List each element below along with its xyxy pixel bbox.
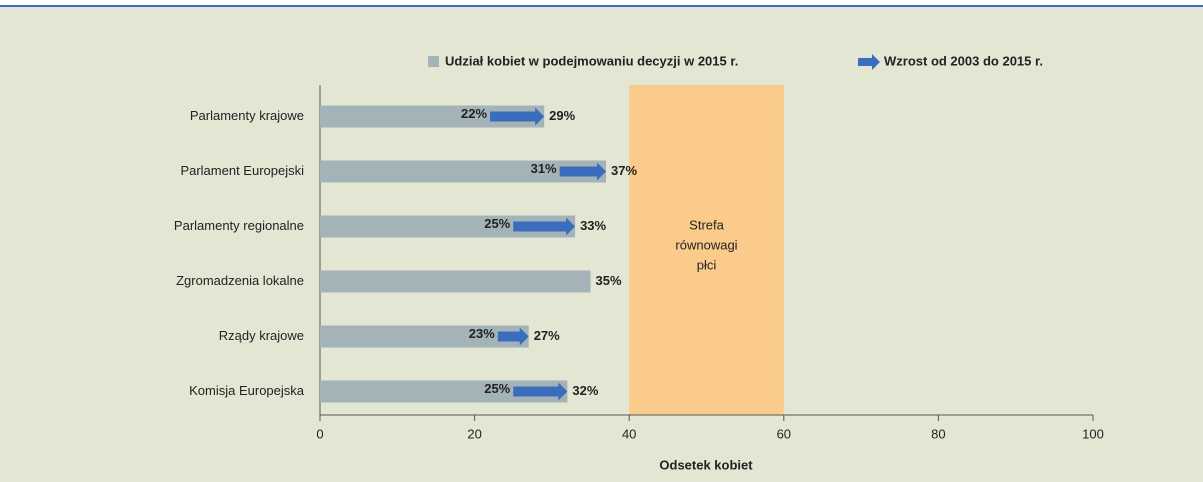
y-tick-label: Rządy krajowe — [219, 328, 304, 343]
increase-arrow — [490, 107, 545, 126]
legend-label: Wzrost od 2003 do 2015 r. — [884, 53, 1043, 68]
x-tick-label: 60 — [777, 426, 791, 441]
value-label: 37% — [611, 163, 637, 178]
top-margin — [0, 0, 1203, 6]
bar — [320, 380, 568, 403]
legend-swatch — [428, 56, 439, 67]
increase-arrow — [497, 327, 529, 346]
y-tick-label: Komisja Europejska — [189, 383, 305, 398]
increase-arrow — [513, 217, 576, 236]
x-tick-label: 0 — [316, 426, 323, 441]
y-tick-label: Zgromadzenia lokalne — [176, 273, 304, 288]
value-label: 35% — [596, 273, 622, 288]
value-label: 29% — [549, 108, 575, 123]
x-axis-label: Odsetek kobiet — [659, 457, 753, 472]
increase-arrow — [559, 162, 607, 181]
x-tick-label: 80 — [931, 426, 945, 441]
x-tick-label: 20 — [467, 426, 481, 441]
zone-label: płci — [697, 257, 717, 272]
value-label: 33% — [580, 218, 606, 233]
y-tick-label: Parlamenty krajowe — [190, 108, 304, 123]
value-label: 23% — [469, 326, 495, 341]
legend-arrow — [858, 54, 880, 70]
increase-arrow — [513, 382, 568, 401]
value-label: 31% — [531, 161, 557, 176]
bar — [320, 270, 591, 293]
value-label: 22% — [461, 106, 487, 121]
x-tick-label: 40 — [622, 426, 636, 441]
bar — [320, 215, 576, 238]
value-label: 25% — [484, 216, 510, 231]
y-tick-label: Parlament Europejski — [180, 163, 304, 178]
value-label: 27% — [534, 328, 560, 343]
balance-zone — [629, 85, 784, 415]
legend-label: Udział kobiet w podejmowaniu decyzji w 2… — [445, 53, 738, 68]
zone-label: Strefa — [689, 217, 724, 232]
value-label: 32% — [572, 383, 598, 398]
bar — [320, 105, 545, 128]
x-tick-label: 100 — [1082, 426, 1104, 441]
bar — [320, 325, 529, 348]
y-tick-label: Parlamenty regionalne — [174, 218, 304, 233]
value-label: 25% — [484, 381, 510, 396]
zone-label: równowagi — [675, 237, 737, 252]
bar — [320, 160, 607, 183]
